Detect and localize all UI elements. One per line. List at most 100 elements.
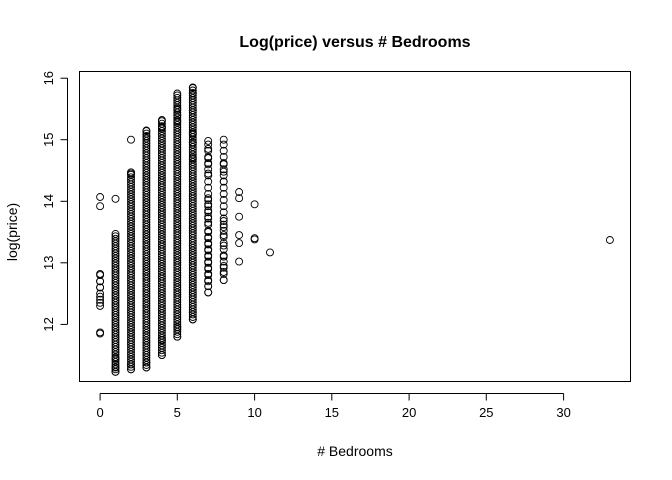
data-point bbox=[219, 269, 228, 278]
data-point bbox=[219, 223, 228, 232]
data-point bbox=[219, 226, 228, 235]
axes-layer: 0 5 10 15 20 25 30 12 13 14 15 16 bbox=[41, 71, 571, 420]
data-point bbox=[188, 106, 197, 115]
data-point bbox=[204, 228, 213, 236]
data-point bbox=[219, 220, 228, 229]
data-point bbox=[204, 252, 213, 261]
data-point bbox=[142, 363, 151, 372]
data-point bbox=[204, 246, 213, 255]
data-point bbox=[204, 165, 213, 174]
data-point bbox=[96, 329, 105, 338]
data-point bbox=[219, 257, 228, 266]
data-point bbox=[235, 239, 244, 248]
data-point bbox=[219, 189, 228, 198]
data-point bbox=[219, 241, 228, 250]
x-tick-label: 15 bbox=[325, 405, 339, 420]
data-point bbox=[173, 323, 182, 332]
data-point bbox=[111, 367, 120, 376]
data-point bbox=[188, 83, 197, 92]
data-point bbox=[157, 351, 166, 360]
data-point bbox=[111, 232, 120, 241]
data-point bbox=[188, 308, 197, 317]
data-point bbox=[204, 265, 213, 273]
x-tick-label: 0 bbox=[96, 405, 103, 420]
data-point bbox=[127, 360, 135, 369]
data-point bbox=[204, 169, 213, 178]
data-point bbox=[204, 160, 213, 169]
y-tick-label: 16 bbox=[41, 71, 56, 85]
data-point bbox=[219, 196, 228, 204]
data-point bbox=[219, 239, 228, 248]
data-point bbox=[188, 154, 197, 163]
data-point bbox=[219, 261, 228, 270]
data-point bbox=[142, 358, 151, 367]
data-point bbox=[188, 86, 197, 95]
data-point bbox=[111, 354, 120, 363]
data-point bbox=[219, 214, 228, 223]
data-point bbox=[219, 217, 228, 225]
data-point bbox=[266, 248, 274, 257]
data-point bbox=[173, 117, 182, 126]
data-point bbox=[235, 212, 244, 221]
data-point bbox=[204, 202, 213, 211]
data-point bbox=[111, 229, 120, 238]
data-point bbox=[204, 194, 213, 203]
plot-frame bbox=[79, 71, 631, 382]
data-point bbox=[111, 194, 120, 203]
data-point bbox=[173, 93, 182, 102]
data-point bbox=[204, 136, 213, 145]
data-point bbox=[96, 295, 105, 304]
data-point bbox=[127, 173, 135, 182]
data-point bbox=[204, 183, 213, 192]
data-point bbox=[235, 188, 244, 196]
data-point bbox=[127, 365, 135, 374]
x-tick-label: 20 bbox=[402, 405, 416, 420]
data-point bbox=[204, 177, 213, 186]
data-point bbox=[111, 363, 120, 372]
data-point bbox=[204, 288, 213, 297]
data-point bbox=[204, 206, 213, 215]
data-point bbox=[235, 194, 244, 203]
data-point bbox=[219, 165, 228, 174]
data-point bbox=[173, 89, 182, 98]
data-point bbox=[173, 111, 182, 120]
data-point bbox=[96, 283, 105, 292]
data-point bbox=[235, 231, 244, 240]
data-point bbox=[96, 193, 105, 201]
data-point bbox=[204, 212, 213, 221]
data-point bbox=[111, 234, 120, 243]
x-tick-label: 25 bbox=[479, 405, 493, 420]
data-point bbox=[204, 258, 213, 267]
data-point bbox=[142, 129, 151, 138]
data-point bbox=[157, 119, 166, 128]
data-point bbox=[204, 144, 213, 153]
data-point bbox=[173, 332, 182, 341]
x-axis-label: # Bedrooms bbox=[317, 443, 392, 459]
data-point bbox=[142, 126, 151, 135]
chart-title: Log(price) versus # Bedrooms bbox=[239, 34, 470, 51]
data-point bbox=[173, 104, 182, 113]
data-point bbox=[204, 282, 213, 291]
data-point bbox=[188, 129, 197, 138]
data-point bbox=[204, 154, 213, 163]
x-tick-label: 30 bbox=[556, 405, 570, 420]
x-tick-label: 5 bbox=[174, 405, 181, 420]
y-tick-label: 13 bbox=[41, 256, 56, 270]
data-point bbox=[188, 89, 197, 98]
data-point bbox=[250, 200, 259, 209]
points-layer bbox=[96, 83, 614, 376]
data-point bbox=[173, 91, 182, 100]
data-point bbox=[219, 276, 228, 285]
data-point bbox=[204, 140, 213, 149]
data-point bbox=[204, 218, 213, 227]
data-point bbox=[605, 236, 614, 244]
data-point bbox=[219, 146, 228, 155]
data-point bbox=[250, 235, 259, 244]
y-tick-label: 15 bbox=[41, 132, 56, 146]
y-tick-label: 12 bbox=[41, 317, 56, 331]
data-point bbox=[204, 189, 213, 198]
data-point bbox=[188, 138, 197, 147]
data-point bbox=[219, 135, 228, 144]
